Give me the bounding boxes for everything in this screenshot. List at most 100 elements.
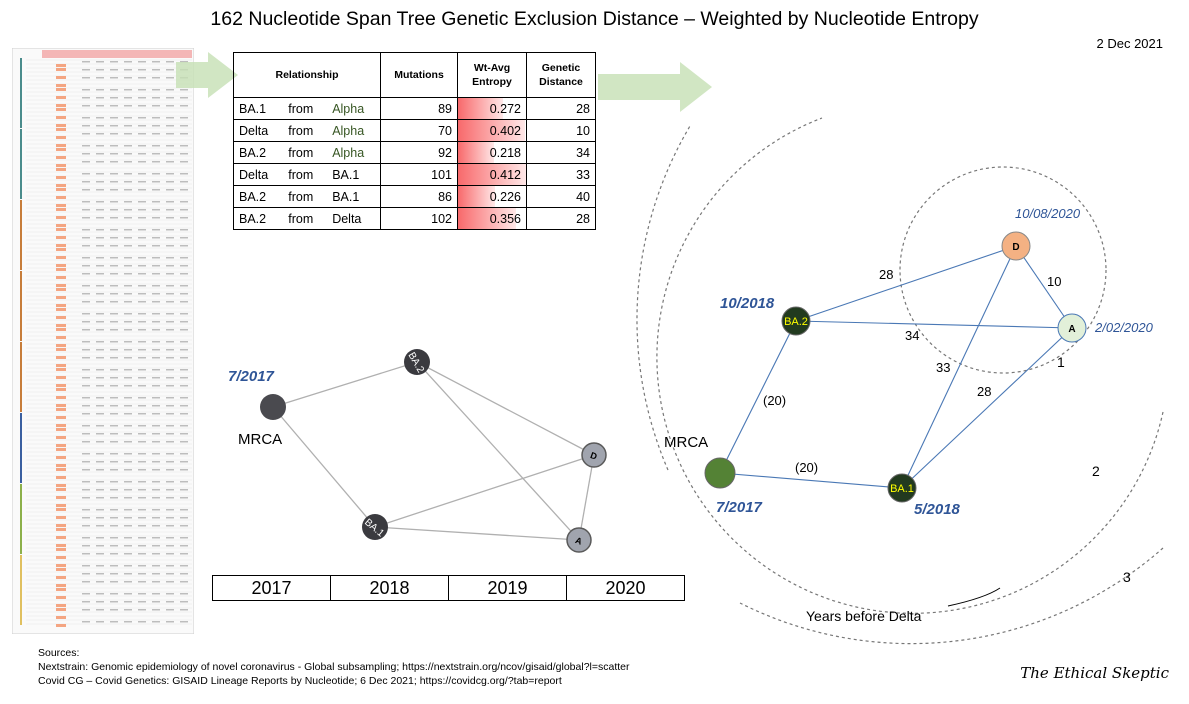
row-entropy-value: 0.356 <box>489 211 521 226</box>
ring-1 <box>899 166 1107 374</box>
row-from: BA.1 <box>327 163 382 186</box>
green-arrow-left <box>176 52 238 98</box>
row-to: BA.2 <box>233 207 284 230</box>
ba1-date: 5/2018 <box>914 501 961 518</box>
left-edge-mrca-ba1 <box>272 406 376 528</box>
sources-line-2: Covid CG – Covid Genetics: GISAID Lineag… <box>38 675 562 687</box>
table-row: Delta from Alpha 70 0.402 10 <box>233 119 596 142</box>
row-to: Delta <box>233 163 284 186</box>
row-mutations: 101 <box>380 163 458 186</box>
ring-label-2: 2 <box>1092 463 1100 479</box>
header-mutations: Mutations <box>380 52 458 98</box>
left-edge-ba1-a <box>374 526 580 541</box>
row-entropy: 0.218 <box>457 141 527 164</box>
node-delta <box>1001 231 1031 261</box>
row-entropy-value: 0.272 <box>489 101 521 116</box>
edge-ba2-d <box>795 245 1017 322</box>
node-alpha <box>1057 313 1087 343</box>
edge-label-d-a: 10 <box>1047 274 1061 289</box>
left-edge-ba2-a <box>416 361 580 541</box>
left-mrca-date: 7/2017 <box>228 368 275 385</box>
ring-caption-pointer <box>947 587 1001 607</box>
row-from: Alpha <box>327 97 382 120</box>
node-ba1-label: BA.1 <box>890 483 914 495</box>
edge-d-a <box>1015 245 1073 329</box>
edge-label-mrca-ba2: (20) <box>763 393 786 408</box>
table-row: BA.2 from Delta 102 0.356 28 <box>233 207 596 230</box>
edge-ba1-d <box>901 245 1017 489</box>
row-to: BA.2 <box>233 141 284 164</box>
row-from-word: from <box>283 141 328 164</box>
edge-label-ba2-a: 34 <box>905 328 919 343</box>
row-entropy: 0.272 <box>457 97 527 120</box>
table-row: Delta from BA.1 101 0.412 33 <box>233 163 596 186</box>
timeline-2017: 2017 <box>212 575 331 601</box>
node-ba2 <box>781 306 811 336</box>
node-ba2-label: BA.2 <box>784 316 808 328</box>
table-header-row: Relationship Mutations Wt-Avg Entropy Ge… <box>233 52 596 98</box>
ring-label-1: 1 <box>1057 354 1065 370</box>
row-entropy-value: 0.412 <box>489 167 521 182</box>
timeline-2020: 2020 <box>566 575 685 601</box>
row-distance: 28 <box>526 97 596 120</box>
sources-heading: Sources: <box>38 647 80 659</box>
brand-logo: The Ethical Skeptic <box>1020 664 1169 682</box>
ring-3 <box>636 125 1164 645</box>
ring-2 <box>656 117 1164 614</box>
row-from-word: from <box>283 185 328 208</box>
row-to: BA.2 <box>233 185 284 208</box>
sources-block: Sources: Nextstrain: Genomic epidemiolog… <box>38 646 630 688</box>
header-entropy-line1: Wt-Avg <box>473 62 511 74</box>
edge-label-ba2-d: 28 <box>879 267 893 282</box>
left-node-ba1 <box>362 514 388 540</box>
edge-mrca-ba2 <box>719 320 797 474</box>
sources-line-1: Nextstrain: Genomic epidemiology of nove… <box>38 661 630 673</box>
row-mutations: 102 <box>380 207 458 230</box>
entropy-bar <box>458 98 503 119</box>
rings-caption: Years before Delta <box>806 608 922 624</box>
left-mrca-label: MRCA <box>238 431 282 448</box>
green-arrow-right <box>598 62 712 112</box>
header-relationship: Relationship <box>233 52 381 98</box>
header-distance-line2: Distance <box>539 76 583 88</box>
spreadsheet-thumbnail <box>12 48 194 634</box>
row-mutations: 92 <box>380 141 458 164</box>
left-node-a <box>566 527 592 553</box>
edge-ba1-a <box>901 327 1073 489</box>
row-distance: 40 <box>526 185 596 208</box>
row-from-word: from <box>283 207 328 230</box>
left-edge-ba1-d <box>374 454 595 528</box>
row-entropy-value: 0.218 <box>489 145 521 160</box>
mrca-label-right: MRCA <box>664 434 708 451</box>
left-node-d-label: D <box>589 450 599 462</box>
row-from-word: from <box>283 97 328 120</box>
row-mutations: 89 <box>380 97 458 120</box>
row-from: Delta <box>327 207 382 230</box>
row-to: Delta <box>233 119 284 142</box>
left-edge-mrca-ba2 <box>272 361 418 408</box>
table-row: BA.2 from Alpha 92 0.218 34 <box>233 141 596 164</box>
node-delta-label: D <box>1012 242 1019 253</box>
row-from-word: from <box>283 163 328 186</box>
left-node-mrca <box>260 394 286 420</box>
header-distance: Genetic Distance <box>526 52 596 98</box>
left-node-ba2 <box>404 349 430 375</box>
row-distance: 33 <box>526 163 596 186</box>
entropy-bar <box>458 164 526 185</box>
edge-label-mrca-ba1: (20) <box>795 460 818 475</box>
row-distance: 34 <box>526 141 596 164</box>
delta-date: 10/08/2020 <box>1015 206 1081 221</box>
row-entropy-value: 0.402 <box>489 123 521 138</box>
row-distance: 28 <box>526 207 596 230</box>
node-alpha-label: A <box>1068 324 1075 335</box>
left-edge-ba2-d <box>416 361 595 456</box>
left-node-d <box>581 442 607 468</box>
row-from: Alpha <box>327 119 382 142</box>
header-entropy-line2: Entropy <box>472 76 512 88</box>
timeline-2019: 2019 <box>448 575 567 601</box>
entropy-bar <box>458 142 495 163</box>
left-edge-d-a <box>578 454 595 541</box>
edge-mrca-ba1 <box>719 472 903 489</box>
row-to: BA.1 <box>233 97 284 120</box>
